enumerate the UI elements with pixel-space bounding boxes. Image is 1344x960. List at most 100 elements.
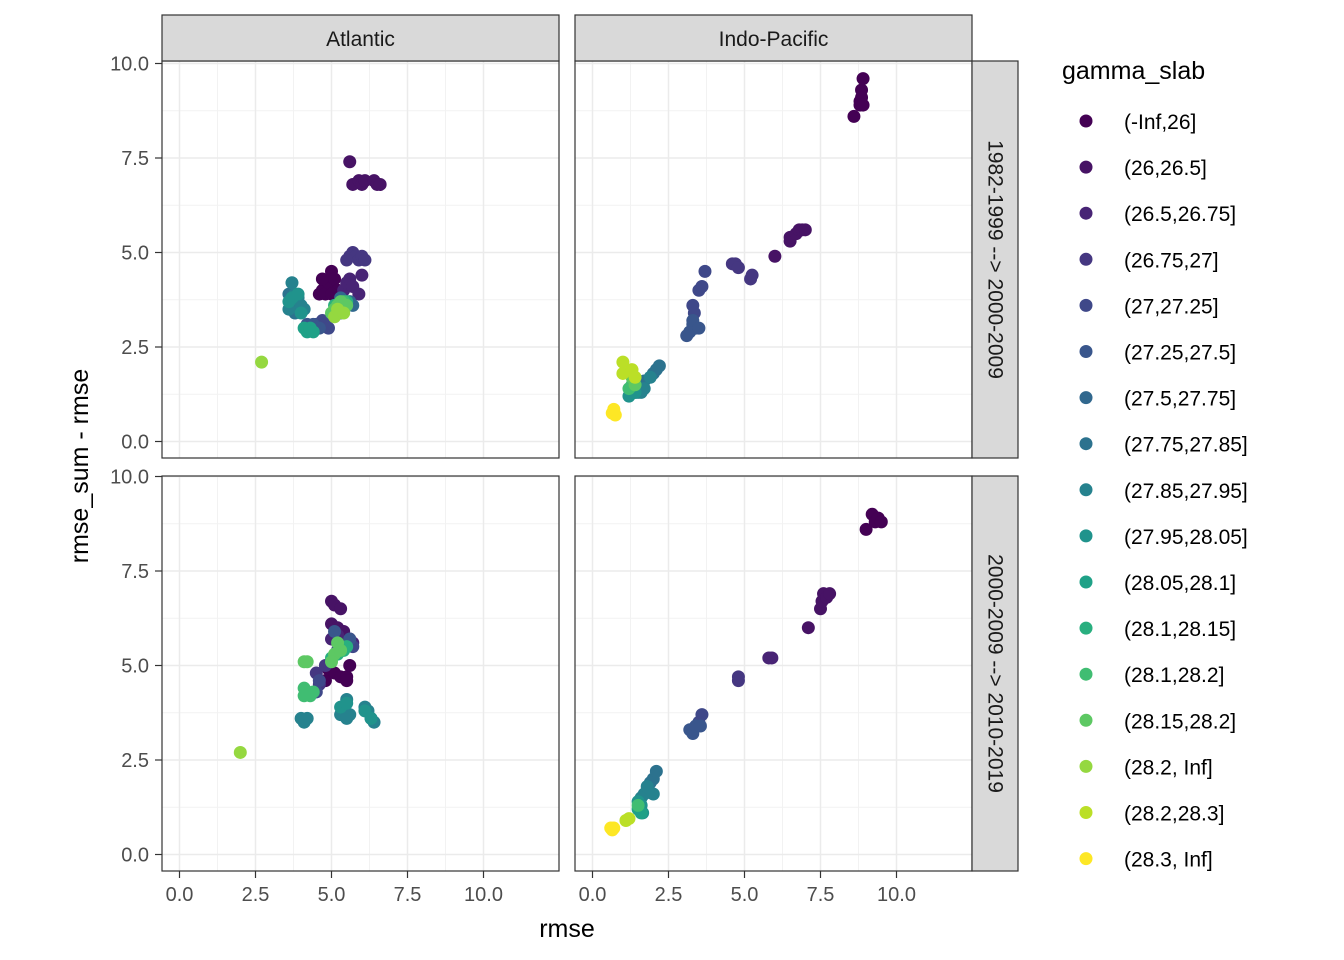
data-point [859,522,873,536]
panel-points [604,507,888,837]
legend-entries: (-Inf,26] (26,26.5] (26.5,26.75] (26.75,27]… [1079,111,1248,872]
data-point [300,655,314,669]
legend-entry: (27.85,27.95] [1079,480,1248,503]
data-point [373,177,387,191]
data-point [315,272,329,286]
data-point [291,287,305,301]
x-tick-label: 2.5 [655,884,683,906]
legend-label: (28.2, Inf] [1124,756,1213,779]
legend-label: (27.85,27.95] [1124,480,1248,503]
legend-key [1079,391,1093,405]
data-point [698,264,712,278]
legend-entry: (28.2, Inf] [1079,756,1213,779]
legend-label: (28.05,28.1] [1124,572,1236,595]
data-point [856,98,870,112]
data-point [312,674,326,688]
legend-entry: (26,26.5] [1079,157,1207,180]
legend-label: (27.95,28.05] [1124,526,1248,549]
panel-points [233,594,381,759]
data-point [355,268,369,282]
legend-key [1079,621,1093,635]
facet-strips: Atlantic Indo-Pacific 1982-1999 --> 2000-2… [161,14,1019,872]
data-point [321,321,335,335]
legend-entry: (28.3, Inf] [1079,849,1213,872]
data-point [628,370,642,384]
data-point [233,745,247,759]
legend-entry: (27.75,27.85] [1079,434,1248,457]
data-point [607,402,621,416]
legend-key [1079,160,1093,174]
data-point [340,253,354,267]
data-point [874,515,888,529]
data-point [364,711,378,725]
legend-key [1079,852,1093,866]
legend-entry: (26.75,27] [1079,249,1219,272]
legend-key [1079,298,1093,312]
data-point [300,711,314,725]
data-point [343,155,357,169]
col-facet-label: Atlantic [326,28,395,51]
legend-key [1079,529,1093,543]
legend-entry: (27.95,28.05] [1079,526,1248,549]
data-point [731,261,745,275]
panel-points [255,155,387,369]
data-point [801,621,815,635]
data-point [285,276,299,290]
panel-points [605,72,870,422]
legend-key [1079,252,1093,266]
legend-entry: (27.25,27.5] [1079,342,1236,365]
legend-entry: (-Inf,26] [1079,111,1196,134]
panel-0-0 [161,60,560,459]
data-point [358,174,372,188]
legend-entry: (28.15,28.2] [1079,710,1236,733]
data-point [616,355,630,369]
legend-key [1079,667,1093,681]
data-point [255,355,269,369]
legend-entry: (28.1,28.2] [1079,664,1224,687]
data-point [334,602,348,616]
row-strip-1: 2000-2009 --> 2010-2019 [971,475,1019,872]
legend-label: (27,27.25] [1124,295,1219,318]
x-tick-label: 0.0 [166,884,194,906]
data-point [652,359,666,373]
x-tick-label: 10.0 [464,884,503,906]
strip-background [971,475,1019,872]
legend-key [1079,806,1093,819]
data-point [646,787,660,801]
panel-background [162,476,559,871]
strip-background [161,14,560,62]
legend-label: (27.75,27.85] [1124,434,1248,457]
data-point [325,655,338,669]
x-tick-label: 10.0 [877,884,916,906]
y-tick-label: 10.0 [110,467,149,489]
data-point [340,674,354,688]
data-point [693,719,707,733]
legend-key [1079,713,1093,727]
legend-key [1079,575,1093,589]
x-tick-label: 0.0 [579,884,607,906]
y-tick-label: 0.0 [121,845,149,867]
data-point [340,696,354,710]
row-facet-label: 2000-2009 --> 2010-2019 [984,554,1007,793]
data-point [622,812,636,826]
legend-label: (28.15,28.2] [1124,710,1236,733]
y-tick-label: 5.0 [121,243,149,265]
legend-key [1079,483,1093,497]
legend-entry: (28.1,28.15] [1079,618,1236,641]
data-point [306,325,320,339]
y-tick-label: 7.5 [121,561,149,583]
legend-key [1079,759,1093,773]
data-point [337,306,351,320]
panel-0-1 [574,60,973,459]
legend-entry: (27,27.25] [1079,295,1219,318]
y-tick-label: 2.5 [121,750,149,772]
data-point [680,329,694,343]
data-point [856,72,870,86]
legend-label: (27.5,27.75] [1124,388,1236,411]
panel-1-0 [161,475,560,872]
legend-label: (28.1,28.15] [1124,618,1236,641]
legend-key [1079,206,1093,220]
data-point [823,587,837,601]
facet-panels [161,60,973,872]
